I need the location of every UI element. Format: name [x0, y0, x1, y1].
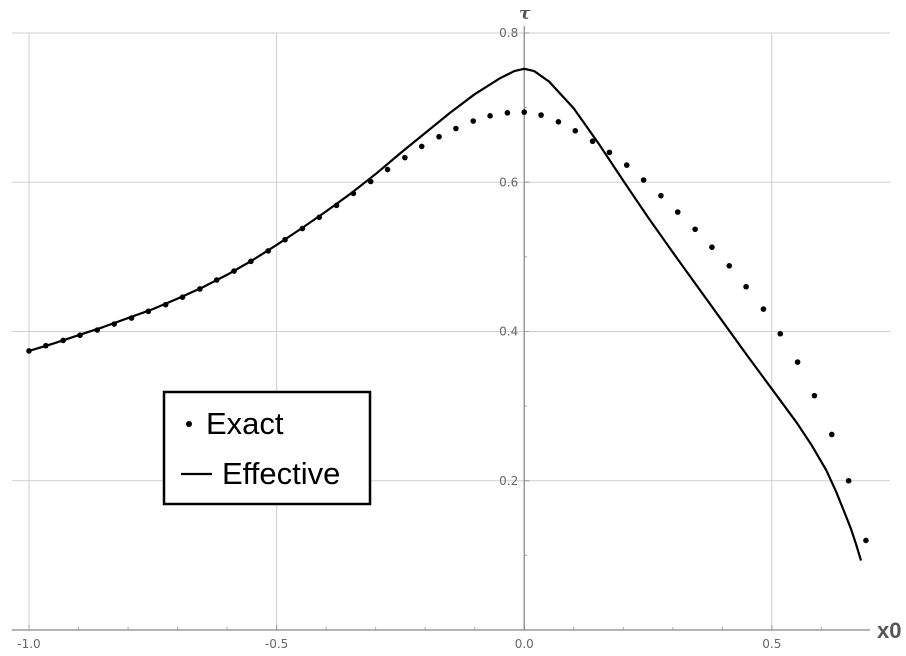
series-exact-point — [811, 392, 818, 399]
x-tick-label: -0.5 — [265, 637, 288, 651]
x-axis-title: x0 — [877, 618, 901, 643]
series-exact-point — [555, 119, 562, 125]
series-exact-point — [863, 537, 869, 544]
series-exact-point — [640, 177, 647, 183]
series-exact-point — [384, 166, 391, 173]
tick-labels: -1.0 -0.5 0.0 0.5 0.2 0.4 0.6 0.8 — [17, 26, 781, 651]
series-exact-point — [726, 263, 733, 269]
series-effective-line — [28, 67, 863, 561]
series-exact-point — [487, 113, 493, 119]
series-exact-point — [572, 127, 579, 134]
series-exact-point — [521, 109, 528, 115]
series-exact-point — [709, 244, 715, 250]
y-tick-label: 0.4 — [499, 325, 518, 339]
x-tick-label: 0.0 — [515, 637, 534, 651]
series-exact-point — [538, 112, 544, 118]
legend: Exact Effective — [162, 390, 372, 506]
series-exact-point — [470, 118, 477, 124]
series-exact-point — [794, 359, 801, 365]
gridlines — [12, 32, 890, 630]
series-layer — [26, 67, 869, 561]
series-exact-point — [402, 154, 408, 161]
series-exact-point — [845, 477, 852, 484]
series-exact-point — [606, 149, 613, 156]
series-exact-point — [692, 226, 698, 233]
series-exact-point — [674, 209, 681, 215]
x-tick-label: -1.0 — [17, 637, 40, 651]
legend-exact-label: Exact — [206, 406, 284, 441]
series-exact-point — [828, 431, 835, 438]
x-tick-label: 0.5 — [762, 637, 781, 651]
series-exact-point — [658, 192, 664, 199]
legend-box — [162, 390, 372, 506]
series-exact-point — [777, 330, 784, 337]
legend-effective-label: Effective — [222, 456, 340, 491]
series-exact-point — [760, 306, 767, 312]
legend-exact-dot-icon — [186, 421, 192, 427]
series-exact-point — [623, 162, 630, 168]
axes — [12, 26, 870, 631]
series-exact-point — [436, 133, 442, 140]
series-exact-point — [743, 283, 749, 290]
y-axis-title: τ — [519, 4, 531, 24]
series-exact-point — [589, 138, 596, 145]
y-tick-label: 0.2 — [499, 474, 518, 488]
y-tick-label: 0.8 — [499, 26, 518, 40]
series-exact-point — [418, 143, 425, 150]
series-exact-point — [504, 110, 511, 116]
series-exact-point — [453, 125, 459, 132]
y-tick-label: 0.6 — [499, 175, 518, 189]
